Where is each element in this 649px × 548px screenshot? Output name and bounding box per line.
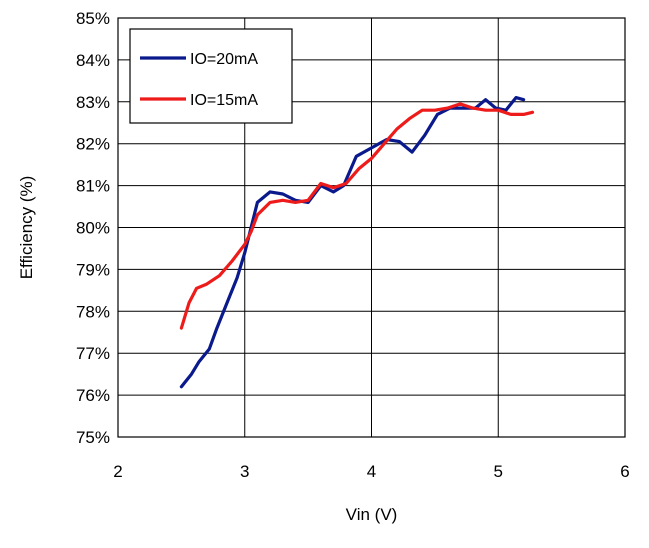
x-tick-label: 4 <box>367 462 376 481</box>
legend-label: IO=15mA <box>190 92 258 109</box>
series-line-1 <box>179 95 526 389</box>
y-tick-label: 76% <box>76 386 110 405</box>
y-tick-label: 81% <box>76 177 110 196</box>
y-tick-label: 83% <box>76 93 110 112</box>
x-axis-title: Vin (V) <box>346 505 398 524</box>
y-axis-title: Efficiency (%) <box>17 176 36 280</box>
y-tick-label: 82% <box>76 135 110 154</box>
y-tick-label: 79% <box>76 260 110 279</box>
legend-box <box>129 28 293 124</box>
y-tick-label: 77% <box>76 344 110 363</box>
x-tick-label: 6 <box>620 462 629 481</box>
y-tick-label: 78% <box>76 302 110 321</box>
legend-label: IO=20mA <box>190 51 258 68</box>
y-tick-label: 84% <box>76 51 110 70</box>
plot-frame <box>117 17 626 438</box>
y-tick-label: 80% <box>76 219 110 238</box>
legend: IO=20mA IO=15mA <box>129 28 293 124</box>
y-tick-label: 75% <box>76 428 110 447</box>
x-tick-label: 3 <box>240 462 249 481</box>
series-lines <box>179 95 535 389</box>
x-tick-label: 2 <box>113 462 122 481</box>
tick-labels: 75% 76% 77% 78% 79% 80% 81% 82% 83% 84% 85% 2 3 4 5 6 <box>76 9 630 481</box>
y-tick-label: 85% <box>76 9 110 28</box>
x-tick-label: 5 <box>494 462 503 481</box>
series-line-2 <box>179 102 535 330</box>
